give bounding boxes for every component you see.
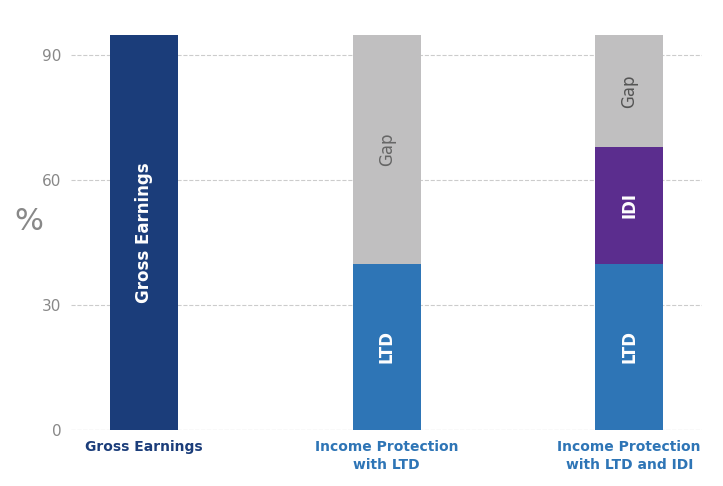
Text: Gap: Gap [620,74,638,107]
Text: IDI: IDI [620,192,638,218]
Text: Gross Earnings: Gross Earnings [135,162,153,303]
Text: Gap: Gap [377,132,395,166]
Bar [595,35,663,147]
Text: LTD: LTD [620,330,638,363]
Bar [353,35,421,263]
Bar [595,263,663,430]
Text: LTD: LTD [377,330,395,363]
Bar [110,35,178,430]
Bar [595,147,663,263]
Bar [353,263,421,430]
Y-axis label: %: % [14,208,43,236]
